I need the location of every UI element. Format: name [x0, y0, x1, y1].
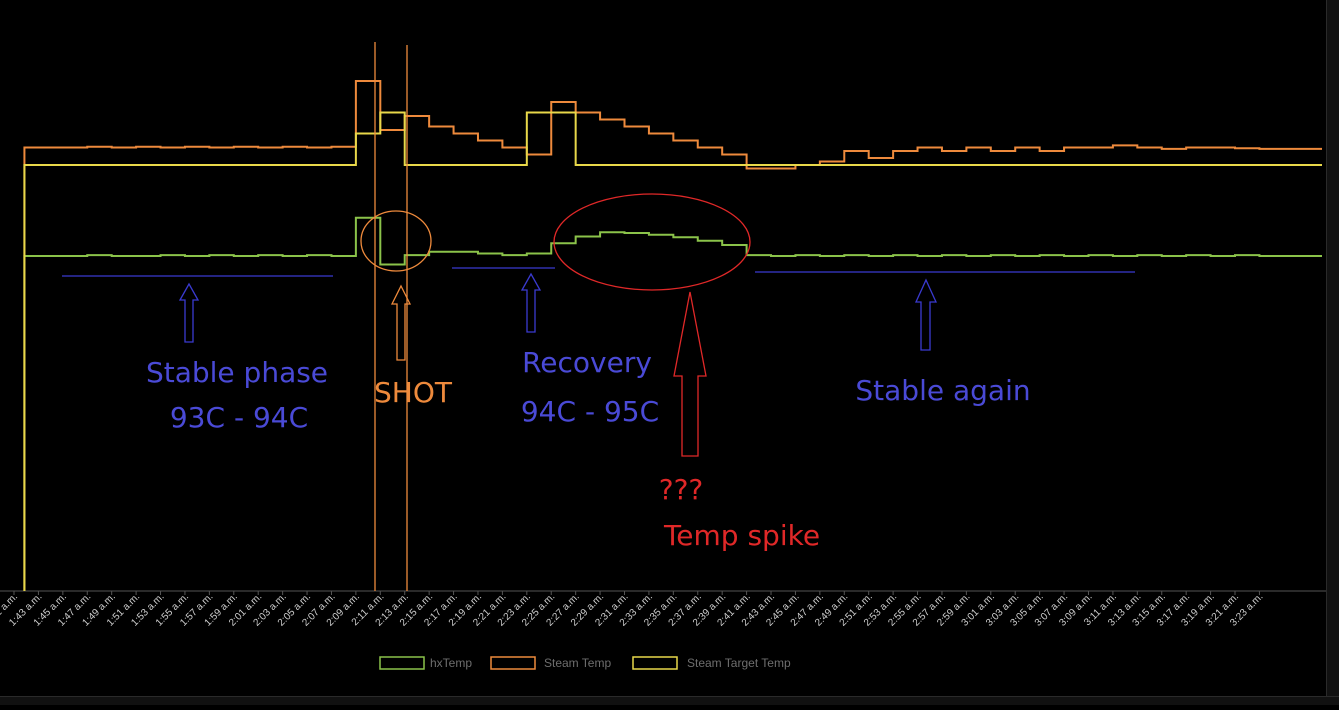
series-line-steam-target-temp	[23, 111, 1322, 591]
legend: hxTemp Steam Temp Steam Target Temp	[379, 656, 791, 670]
label-stable-phase-2: 93C - 94C	[170, 401, 308, 434]
annotation-underlines	[62, 267, 1135, 277]
arrow-stable-again	[914, 278, 938, 351]
series-line-steam-temp	[23, 80, 1322, 591]
legend-swatch-steam-temp	[490, 656, 536, 670]
label-temp-spike-1: ???	[659, 473, 704, 506]
label-stable-phase-1: Stable phase	[146, 356, 328, 389]
legend-swatch-hxtemp	[379, 656, 425, 670]
label-shot: SHOT	[374, 376, 453, 409]
legend-label-steam-target: Steam Target Temp	[687, 656, 791, 670]
arrow-recovery	[520, 272, 542, 333]
label-temp-spike-2: Temp spike	[663, 519, 820, 552]
arrow-temp-spike	[673, 291, 707, 457]
x-axis-ticks: 1:41 a.m.1:43 a.m.1:45 a.m.1:47 a.m.1:49…	[0, 591, 1266, 629]
label-recovery-2: 94C - 95C	[521, 395, 659, 428]
arrow-stable-phase	[178, 282, 200, 343]
shot-marker-lines	[374, 42, 408, 591]
label-recovery-1: Recovery	[522, 346, 652, 379]
shot-circle	[360, 210, 432, 272]
spike-ellipse	[553, 193, 751, 291]
arrow-shot	[390, 284, 412, 361]
series-line-hxtemp	[23, 216, 1322, 591]
window-bottom-edge	[0, 696, 1339, 705]
label-stable-again: Stable again	[855, 374, 1030, 407]
legend-label-steam-temp: Steam Temp	[544, 656, 611, 670]
series-layer	[23, 80, 1322, 591]
legend-label-hxtemp: hxTemp	[430, 656, 472, 670]
legend-swatch-steam-target	[632, 656, 678, 670]
window-right-edge	[1326, 0, 1339, 705]
